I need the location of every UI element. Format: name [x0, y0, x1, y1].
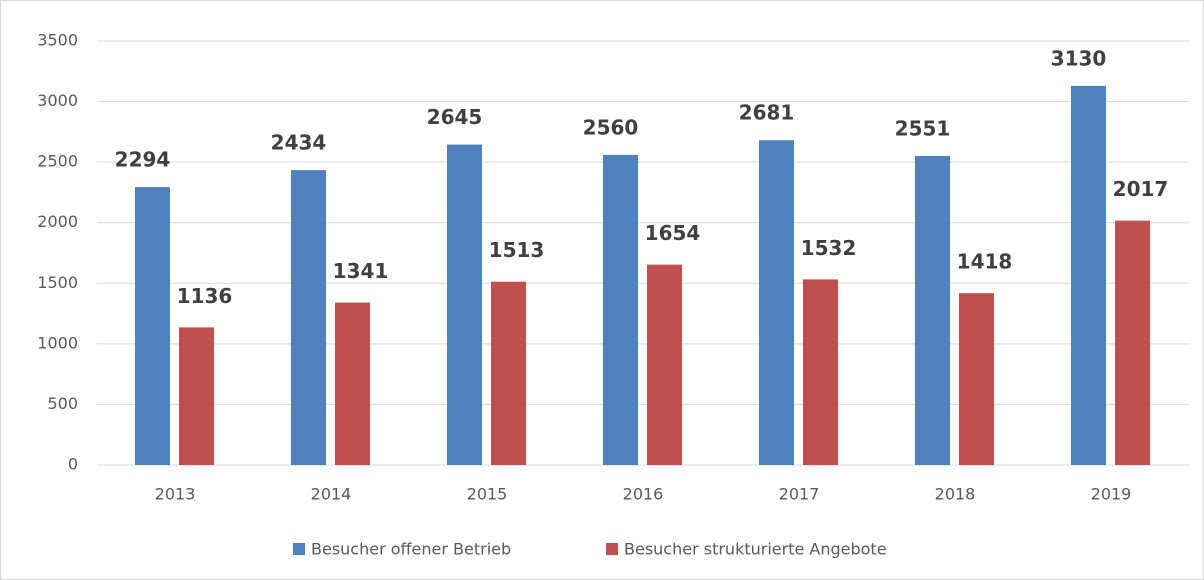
legend-swatch [293, 543, 305, 555]
value-label: 1341 [333, 259, 389, 283]
y-tick-label: 0 [68, 455, 78, 474]
x-tick-label: 2014 [311, 485, 352, 504]
value-label: 2434 [271, 131, 327, 155]
y-tick-label: 2500 [37, 152, 78, 171]
value-label: 3130 [1051, 46, 1107, 70]
value-label: 2645 [427, 105, 483, 129]
bar [135, 187, 170, 466]
bar [179, 327, 214, 465]
y-tick-label: 500 [47, 394, 78, 413]
value-label: 1418 [957, 250, 1013, 274]
x-tick-label: 2017 [779, 485, 820, 504]
bar [1071, 85, 1106, 465]
bar [491, 281, 526, 465]
bar [915, 155, 950, 465]
bar [1115, 220, 1150, 465]
bar [959, 293, 994, 465]
value-label: 1532 [801, 236, 857, 260]
legend-label: Besucher offener Betrieb [311, 540, 511, 559]
value-label: 2551 [895, 116, 951, 140]
value-label: 2294 [115, 148, 171, 172]
value-label: 1136 [177, 284, 233, 308]
bar [335, 302, 370, 465]
value-label: 1654 [645, 221, 701, 245]
x-tick-label: 2019 [1091, 485, 1132, 504]
value-label: 2681 [739, 101, 795, 125]
y-tick-label: 1000 [37, 333, 78, 352]
bar [647, 264, 682, 465]
bar [759, 140, 794, 465]
legend-label: Besucher strukturierte Angebote [624, 540, 887, 559]
bar [603, 154, 638, 466]
y-tick-label: 3000 [37, 91, 78, 110]
x-tick-label: 2015 [467, 485, 508, 504]
y-tick-label: 3500 [37, 31, 78, 50]
x-tick-label: 2018 [935, 485, 976, 504]
y-tick-label: 1500 [37, 273, 78, 292]
bar [803, 279, 838, 465]
bar [291, 170, 326, 465]
y-tick-label: 2000 [37, 212, 78, 231]
value-label: 2560 [583, 115, 639, 139]
value-label: 2017 [1113, 177, 1169, 201]
x-tick-label: 2013 [155, 485, 196, 504]
x-tick-label: 2016 [623, 485, 664, 504]
legend-swatch [606, 543, 618, 555]
value-label: 1513 [489, 238, 545, 262]
bar [447, 144, 482, 465]
